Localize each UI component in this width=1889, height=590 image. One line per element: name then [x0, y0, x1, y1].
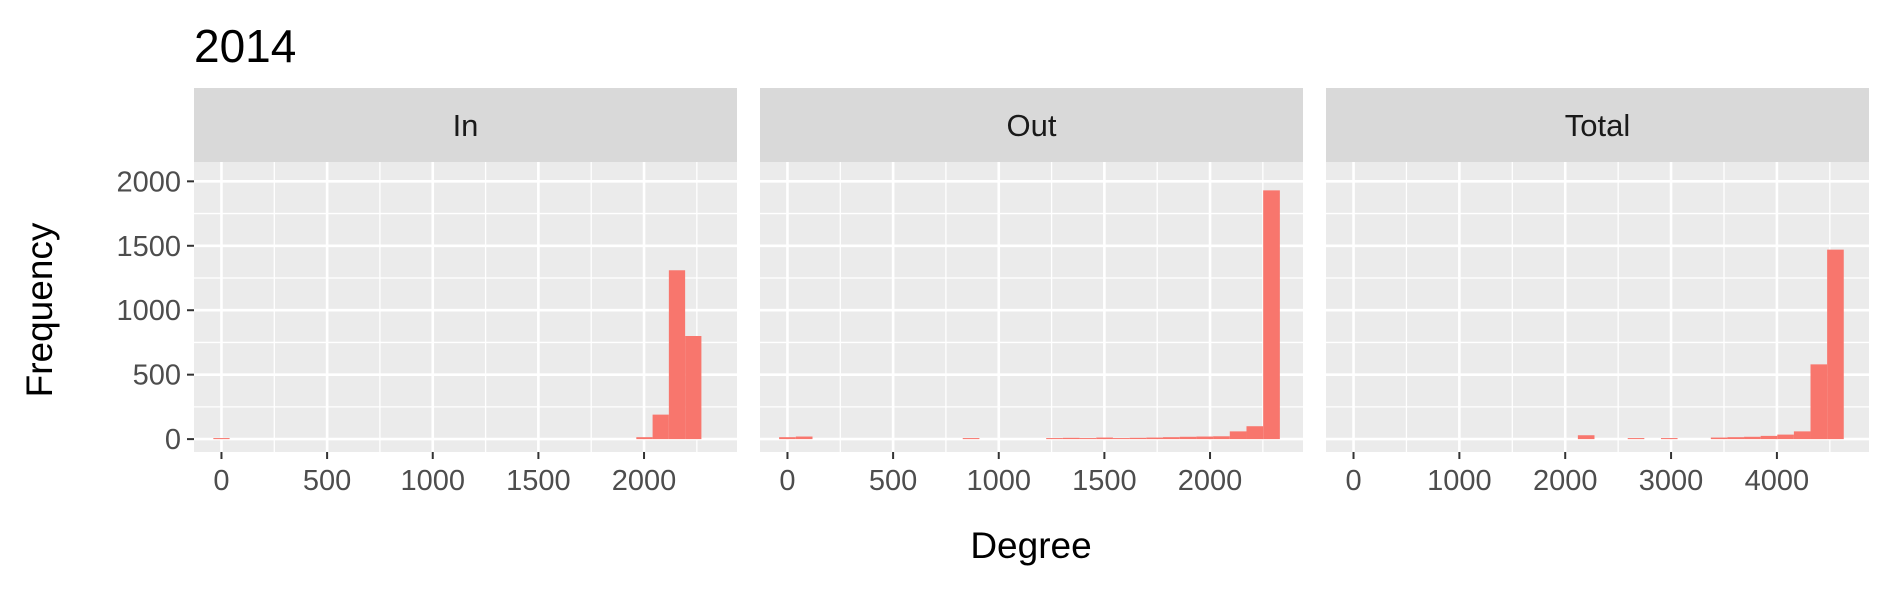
histogram-bar	[1079, 438, 1097, 440]
histogram-bar	[636, 437, 653, 440]
facet-strip	[1326, 88, 1869, 162]
histogram-bar	[1213, 436, 1230, 440]
facet-strip-label: Out	[1007, 108, 1057, 143]
y-tick-label: 1000	[116, 295, 181, 327]
facet-strip-label: In	[453, 108, 479, 143]
histogram-bar	[1760, 435, 1778, 440]
y-tick-label: 2000	[116, 166, 181, 198]
facet-strip	[760, 88, 1303, 162]
y-axis-title: Frequency	[19, 222, 60, 397]
histogram-bar	[962, 438, 980, 440]
x-tick-label: 2000	[612, 465, 677, 497]
x-tick-label: 4000	[1745, 465, 1810, 497]
x-tick-label: 2000	[1178, 465, 1243, 497]
histogram-bar	[1112, 438, 1130, 440]
histogram-bar	[1744, 436, 1761, 440]
histogram-bar	[779, 437, 796, 440]
histogram-bar	[1062, 437, 1080, 440]
x-tick-label: 500	[869, 465, 917, 497]
histogram-bar	[1793, 431, 1811, 440]
histogram-bar	[795, 436, 813, 440]
y-tick-label: 0	[165, 424, 181, 456]
histogram-bar	[668, 270, 686, 440]
histogram-bar	[1627, 438, 1645, 440]
x-tick-label: 1000	[1427, 465, 1492, 497]
y-tick-label: 1500	[116, 231, 181, 263]
y-tick-label: 500	[133, 360, 181, 392]
histogram-bar	[685, 336, 702, 440]
x-tick-label: 500	[303, 465, 351, 497]
panel-background	[1326, 162, 1869, 452]
histogram-bar	[1246, 426, 1264, 440]
x-tick-label: 0	[213, 465, 229, 497]
x-axis-title: Degree	[970, 525, 1091, 566]
x-tick-label: 1000	[966, 465, 1031, 497]
histogram-bar	[1777, 434, 1794, 440]
x-tick-label: 1000	[400, 465, 465, 497]
histogram-bar	[1827, 249, 1844, 440]
histogram-bar	[1727, 437, 1745, 440]
facet-panel-total: Total 0 1000 2000 3000 4000	[1326, 88, 1869, 497]
facet-panel-in: In 0 500 1000 1500 2000	[194, 88, 737, 497]
histogram-bar	[1096, 437, 1113, 440]
histogram-bar	[1163, 437, 1180, 440]
histogram-bar	[1179, 436, 1197, 440]
x-tick-label: 2000	[1533, 465, 1598, 497]
x-tick-label: 1500	[1072, 465, 1137, 497]
histogram-bar	[1810, 364, 1828, 440]
facet-strip-label: Total	[1565, 108, 1630, 143]
histogram-bar	[1046, 438, 1063, 440]
panel-background	[194, 162, 737, 452]
panel-background	[760, 162, 1303, 452]
histogram-bar	[1196, 436, 1214, 440]
histogram-bar	[213, 438, 230, 440]
histogram-bar	[1146, 437, 1164, 440]
y-axis: 0 500 1000 1500 2000	[116, 166, 194, 456]
histogram-bar	[1263, 190, 1280, 440]
facet-strip	[194, 88, 737, 162]
histogram-bar	[1710, 437, 1728, 440]
histogram-bar	[1660, 438, 1678, 440]
histogram-bar	[652, 414, 669, 440]
histogram-bar	[1129, 437, 1147, 440]
x-tick-label: 1500	[506, 465, 571, 497]
x-tick-label: 0	[1345, 465, 1361, 497]
facet-panel-out: Out 0 500 1000 1500 2000	[760, 88, 1303, 497]
histogram-bar	[1577, 435, 1595, 440]
histogram-bar	[1229, 431, 1247, 440]
x-tick-label: 3000	[1639, 465, 1704, 497]
chart-title: 2014	[194, 20, 296, 72]
x-tick-label: 0	[779, 465, 795, 497]
